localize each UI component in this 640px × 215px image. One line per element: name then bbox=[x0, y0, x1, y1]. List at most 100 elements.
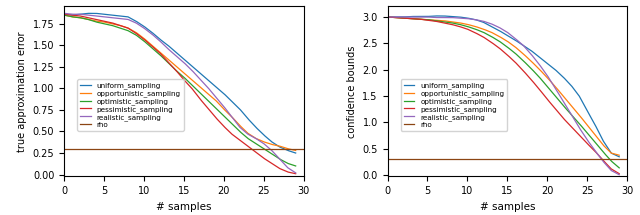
Legend: uniform_sampling, opportunistic_sampling, optimistic_sampling, pessimistic_sampl: uniform_sampling, opportunistic_sampling… bbox=[77, 79, 184, 131]
Legend: uniform_sampling, opportunistic_sampling, optimistic_sampling, pessimistic_sampl: uniform_sampling, opportunistic_sampling… bbox=[401, 79, 508, 131]
uniform_sampling bbox=[384, 16, 392, 18]
pessimistic_sampling bbox=[170, 67, 178, 70]
optimistic_sampling bbox=[198, 93, 205, 96]
optimistic_sampling bbox=[610, 162, 618, 164]
opportunistic_sampling bbox=[573, 112, 581, 114]
optimistic_sampling bbox=[384, 16, 392, 18]
opportunistic_sampling bbox=[493, 34, 501, 37]
realistic_sampling bbox=[292, 172, 300, 174]
uniform_sampling bbox=[250, 124, 258, 127]
realistic_sampling bbox=[573, 123, 581, 126]
optimistic_sampling bbox=[495, 40, 503, 42]
pessimistic_sampling bbox=[495, 46, 503, 49]
uniform_sampling bbox=[522, 46, 530, 48]
realistic_sampling bbox=[250, 136, 258, 139]
opportunistic_sampling bbox=[616, 154, 623, 157]
uniform_sampling bbox=[495, 29, 503, 32]
realistic_sampling bbox=[616, 174, 623, 176]
realistic_sampling bbox=[186, 67, 193, 69]
uniform_sampling bbox=[84, 12, 92, 15]
optimistic_sampling bbox=[573, 120, 581, 123]
opportunistic_sampling bbox=[610, 152, 618, 155]
X-axis label: # samples: # samples bbox=[156, 202, 212, 212]
optimistic_sampling bbox=[186, 81, 193, 84]
optimistic_sampling bbox=[60, 14, 68, 16]
Line: uniform_sampling: uniform_sampling bbox=[388, 16, 620, 157]
optimistic_sampling bbox=[170, 67, 178, 70]
pessimistic_sampling bbox=[384, 16, 392, 18]
optimistic_sampling bbox=[616, 167, 623, 169]
opportunistic_sampling bbox=[292, 149, 300, 152]
opportunistic_sampling bbox=[60, 14, 68, 16]
pessimistic_sampling bbox=[292, 172, 300, 175]
uniform_sampling bbox=[574, 93, 582, 96]
uniform_sampling bbox=[198, 74, 206, 76]
pessimistic_sampling bbox=[610, 169, 618, 172]
Line: opportunistic_sampling: opportunistic_sampling bbox=[64, 15, 296, 150]
realistic_sampling bbox=[60, 12, 68, 15]
pessimistic_sampling bbox=[616, 172, 623, 175]
opportunistic_sampling bbox=[509, 44, 516, 47]
opportunistic_sampling bbox=[522, 55, 529, 57]
uniform_sampling bbox=[494, 29, 502, 31]
realistic_sampling bbox=[198, 80, 205, 82]
uniform_sampling bbox=[611, 153, 618, 156]
Line: pessimistic_sampling: pessimistic_sampling bbox=[388, 17, 620, 174]
optimistic_sampling bbox=[172, 69, 179, 71]
realistic_sampling bbox=[522, 46, 529, 49]
opportunistic_sampling bbox=[186, 76, 193, 79]
optimistic_sampling bbox=[286, 163, 294, 165]
realistic_sampling bbox=[170, 53, 178, 55]
uniform_sampling bbox=[432, 15, 440, 17]
Line: optimistic_sampling: optimistic_sampling bbox=[388, 17, 620, 168]
Line: realistic_sampling: realistic_sampling bbox=[64, 13, 296, 173]
pessimistic_sampling bbox=[522, 72, 529, 74]
X-axis label: # samples: # samples bbox=[479, 202, 535, 212]
opportunistic_sampling bbox=[172, 64, 179, 67]
opportunistic_sampling bbox=[286, 148, 294, 150]
opportunistic_sampling bbox=[384, 16, 392, 18]
Y-axis label: true approximation error: true approximation error bbox=[17, 31, 27, 152]
rho bbox=[392, 158, 399, 161]
Line: realistic_sampling: realistic_sampling bbox=[388, 17, 620, 175]
pessimistic_sampling bbox=[198, 100, 205, 103]
uniform_sampling bbox=[616, 155, 623, 158]
uniform_sampling bbox=[186, 63, 194, 66]
Y-axis label: confidence bounds: confidence bounds bbox=[347, 45, 356, 138]
optimistic_sampling bbox=[493, 39, 501, 41]
Line: opportunistic_sampling: opportunistic_sampling bbox=[388, 17, 620, 155]
pessimistic_sampling bbox=[250, 149, 258, 152]
uniform_sampling bbox=[287, 150, 294, 153]
uniform_sampling bbox=[509, 38, 517, 40]
opportunistic_sampling bbox=[170, 63, 178, 66]
Line: optimistic_sampling: optimistic_sampling bbox=[64, 15, 296, 166]
realistic_sampling bbox=[509, 35, 516, 38]
pessimistic_sampling bbox=[493, 46, 501, 48]
pessimistic_sampling bbox=[286, 171, 294, 174]
optimistic_sampling bbox=[509, 50, 516, 53]
opportunistic_sampling bbox=[198, 87, 205, 90]
optimistic_sampling bbox=[250, 141, 258, 144]
pessimistic_sampling bbox=[186, 84, 193, 87]
realistic_sampling bbox=[384, 16, 392, 18]
realistic_sampling bbox=[493, 25, 501, 28]
uniform_sampling bbox=[171, 50, 179, 52]
pessimistic_sampling bbox=[60, 13, 68, 15]
optimistic_sampling bbox=[292, 165, 300, 167]
Line: uniform_sampling: uniform_sampling bbox=[64, 13, 296, 153]
realistic_sampling bbox=[286, 168, 294, 170]
optimistic_sampling bbox=[522, 61, 529, 64]
Line: pessimistic_sampling: pessimistic_sampling bbox=[64, 14, 296, 174]
pessimistic_sampling bbox=[509, 59, 516, 61]
uniform_sampling bbox=[60, 13, 68, 15]
opportunistic_sampling bbox=[250, 136, 258, 138]
realistic_sampling bbox=[610, 170, 618, 173]
realistic_sampling bbox=[172, 54, 179, 57]
realistic_sampling bbox=[495, 26, 503, 29]
pessimistic_sampling bbox=[573, 132, 581, 135]
uniform_sampling bbox=[172, 51, 180, 54]
rho bbox=[68, 147, 76, 150]
rho bbox=[384, 158, 392, 161]
opportunistic_sampling bbox=[495, 35, 503, 38]
pessimistic_sampling bbox=[172, 69, 179, 71]
